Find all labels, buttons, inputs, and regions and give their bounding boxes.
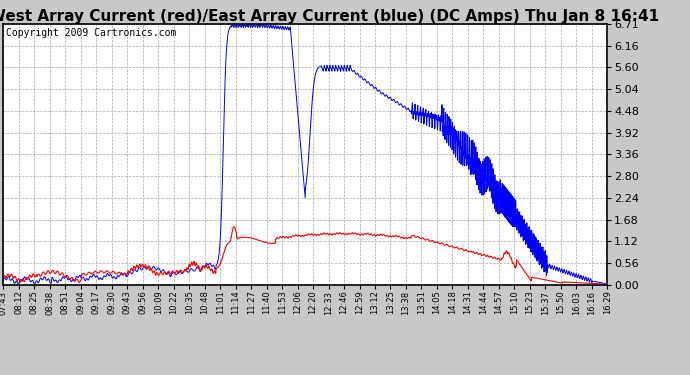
Text: West Array Current (red)/East Array Current (blue) (DC Amps) Thu Jan 8 16:41: West Array Current (red)/East Array Curr… [0,9,660,24]
Text: Copyright 2009 Cartronics.com: Copyright 2009 Cartronics.com [6,28,177,38]
